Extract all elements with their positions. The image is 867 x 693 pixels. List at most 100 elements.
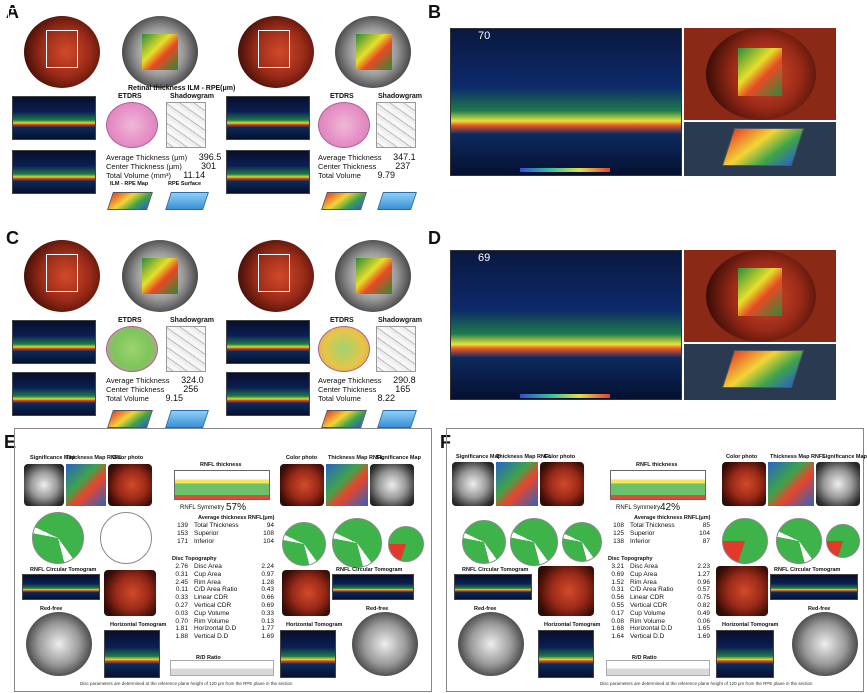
thickness-map-label: Thickness Map RNFL [496,454,552,460]
rnfl-table-f: 108 Total Thickness 85 125 Superior 104 138 I… [602,522,710,545]
table-cell: Cup Area [194,570,222,578]
rnfl-circular-tomogram-f-right [770,574,858,600]
red-free-label: Red-free [474,606,497,612]
table-row: 153 Superior 108 [166,530,274,538]
oct-bscan-a-left-1 [12,96,96,140]
table-cell: C/D Area Ratio [630,586,674,594]
sector-chart-f-3 [562,522,602,562]
thickness-heatmap-a-left [142,34,178,70]
shadowgram-label: Shadowgram [170,317,214,324]
ilm-rpe-3d-map-a-left [107,192,153,210]
table-cell: Rim Volume [194,617,230,625]
oct-bscan-b [450,28,682,176]
panel-label-c: C [6,228,19,248]
table-cell: 0.69 [611,570,624,578]
total-volume-value: 9.79 [377,170,396,180]
table-cell: Cup Volume [630,609,666,617]
table-cell: 171 [177,537,188,545]
avg-thickness-rnfl-title: Average thickness RNFL(μm) [634,515,711,521]
table-row: 1.64 Vertical D.D 1.69 [602,633,710,641]
table-cell: 1.65 [697,625,710,633]
shadowgram-c-left [166,326,206,372]
table-cell: 1.52 [611,578,624,586]
table-cell: Rim Volume [630,617,666,625]
rd-ratio-chart-e [170,660,274,676]
shadowgram-label: Shadowgram [378,93,422,100]
total-volume-label: Total Volume [106,171,149,180]
scan-number-d: 69 [478,252,491,264]
table-row: 0.56 Linear CDR 0.75 [602,594,710,602]
total-volume-value: 9.15 [165,393,184,403]
horizontal-tomogram-label: Horizontal Tomogram [110,622,167,628]
table-cell: 0.27 [175,601,188,609]
rnfl-thickness-label: RNFL thickness [636,462,678,468]
center-thickness-value: 301 [200,161,216,171]
table-cell: 0.49 [697,609,710,617]
rnfl-thickness-chart-e [174,470,270,500]
table-row: 108 Total Thickness 85 [602,522,710,530]
color-photo-label: Color photo [544,454,576,460]
color-photo-f-right [722,462,766,506]
table-cell: C/D Area Ratio [194,586,238,594]
center-thickness-value: 165 [395,384,411,394]
oct-bscan-a-right-1 [226,96,310,140]
sector-chart-e-2 [100,512,152,564]
rd-ratio-label: R/D Ratio [196,655,221,661]
ilm-rpe-map-label: ILM - RPE Map [110,181,149,187]
color-photo-label: Color photo [112,455,144,461]
stats-a-left: Average Thickness (μm) 396.5 Center Thic… [106,152,222,181]
table-cell: Average Thickness [318,153,382,162]
table-cell: 0.66 [261,594,274,602]
oct-bscan-a-left-2 [12,150,96,194]
color-disc-photo-f-left [538,566,594,616]
color-photo-f-left [540,462,584,506]
table-row: 1.68 Horizontal D.D 1.65 [602,625,710,633]
rpe-surface-label: RPE Surface [168,181,202,187]
table-cell: Horizontal D.D [630,625,673,633]
scan-grid-a-left [46,30,78,68]
color-photo-label: Color photo [726,454,758,460]
thickness-map-f-left [496,462,538,506]
table-cell: Vertical CDR [630,601,668,609]
table-cell: Disc Area [194,563,222,570]
significance-map-label: Significance Map [30,455,75,461]
table-row: 138 Inferior 87 [602,538,710,546]
avg-thickness-value: 396.5 [198,152,222,162]
table-cell: Cup Area [630,570,658,578]
table-cell: 0.08 [611,617,624,625]
color-photo-label: Color photo [286,455,318,461]
thickness-map-f-right [768,462,814,506]
significance-map-f-right [816,462,860,506]
thickness-heatmap-a-right [356,34,392,70]
table-cell: Average Thickness [318,376,382,385]
total-volume-value: 8.22 [377,393,396,403]
table-row: 0.70 Rim Volume 0.13 [166,618,274,626]
disc-topography-title: Disc Topography [172,556,217,562]
table-cell: 1.64 [611,633,624,641]
thickness-heatmap-c-right [356,258,392,294]
thickness-map-label: Thickness Map RNFL [770,454,826,460]
table-cell: 0.57 [697,586,710,594]
sector-chart-f-5 [776,518,822,564]
color-scale-bar-b [520,168,610,172]
avg-thickness-value: 324.0 [181,375,204,385]
table-row: 0.11 C/D Area Ratio 0.43 [166,586,274,594]
table-cell: Inferior [194,537,215,545]
panel-label-a: A [6,2,19,22]
scan-number-b: 70 [478,30,491,42]
table-cell: Total Volume [318,171,361,180]
etdrs-label: ETDRS [330,93,354,100]
table-cell: 0.75 [697,594,710,602]
table-cell: 1.88 [175,633,188,641]
table-cell: Center Thickness [106,385,165,394]
panel-label-e: E [4,432,17,452]
oct-bscan-c-left-2 [12,372,96,416]
table-cell: 0.17 [611,609,624,617]
table-cell: 0.96 [697,578,710,586]
table-cell: Vertical D.D [630,633,665,641]
table-row: 0.03 Cup Volume 0.33 [166,610,274,618]
horizontal-tomogram-label: Horizontal Tomogram [286,622,343,628]
table-cell: 85 [702,522,710,529]
table-cell: 0.31 [175,570,188,578]
table-row: 0.55 Vertical CDR 0.82 [602,602,710,610]
